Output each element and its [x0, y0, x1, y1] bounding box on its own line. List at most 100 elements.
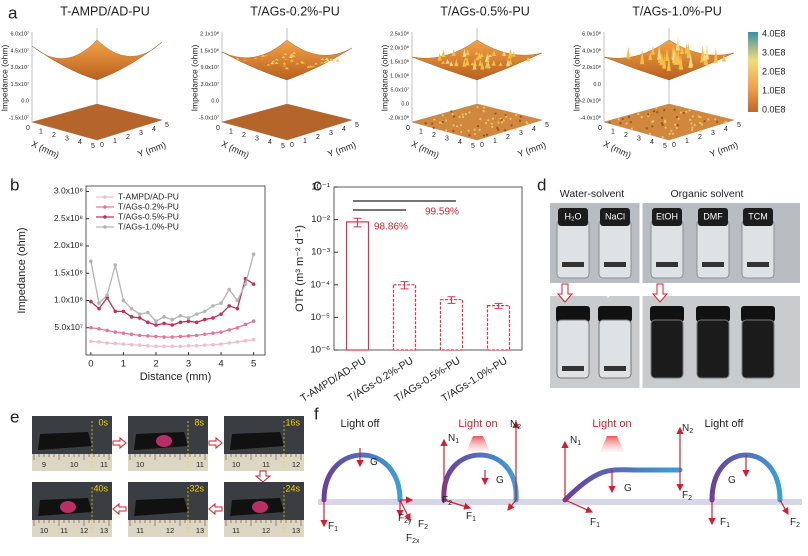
vial-cap — [598, 306, 632, 322]
force-label: F2 — [682, 490, 692, 502]
z-axis-label: Impedance (ohm) — [379, 45, 389, 112]
plot-frame — [333, 186, 523, 351]
force-label: N2 — [510, 419, 521, 431]
floor-speck — [690, 122, 693, 125]
y-tick-label: 1.0x10⁸ — [54, 295, 84, 305]
floor-speck — [494, 112, 497, 115]
floor-speck — [723, 121, 726, 124]
surface-spike — [679, 45, 684, 55]
annotation: 98.86% — [374, 222, 408, 233]
ground — [318, 499, 802, 505]
surface-spike — [329, 59, 334, 61]
series-marker — [202, 309, 207, 314]
series-marker — [113, 263, 118, 267]
z-tick-label: 2.0x10⁸ — [390, 44, 409, 51]
x-tick-label: 5 — [471, 143, 475, 150]
surface-spike — [274, 61, 279, 64]
series-marker — [251, 319, 256, 324]
floor-speck — [655, 106, 658, 109]
state-title: Light off — [705, 418, 745, 430]
vial-cap — [650, 306, 684, 322]
force-label: G — [370, 457, 378, 468]
x-tick-label: 2 — [242, 132, 246, 139]
y-tick-label: 5 — [355, 122, 359, 129]
surface-spike — [325, 59, 330, 62]
series-marker — [178, 344, 183, 349]
time-label: 10 min — [670, 288, 702, 299]
ruler-number: 13 — [100, 526, 108, 535]
time-label: 8s — [194, 417, 204, 427]
y-tick-label: 1 — [685, 138, 689, 145]
force-symbol: N — [510, 419, 517, 430]
floor-speck — [670, 129, 673, 132]
floor-speck — [438, 121, 442, 124]
floor-speck — [625, 122, 628, 125]
floor-speck — [487, 119, 490, 122]
surface-spike — [676, 48, 681, 64]
surface-spike — [508, 48, 513, 57]
series-marker — [129, 332, 134, 337]
surface-spike — [506, 59, 511, 67]
surface-spike — [666, 55, 671, 71]
state-title: Light on — [458, 418, 497, 430]
force-label: F1 — [328, 521, 338, 533]
floor-speck — [514, 128, 517, 131]
y-tick-label: 3 — [329, 130, 333, 137]
surface-spike — [264, 55, 269, 57]
series-marker — [89, 339, 93, 344]
floor-speck — [441, 120, 444, 124]
panel-label: a — [8, 3, 18, 22]
force-label: N1 — [570, 435, 581, 447]
floor-speck — [647, 115, 650, 118]
series-marker — [137, 312, 142, 316]
legend-label: T/AGs-0.5%-PU — [118, 211, 179, 221]
floor-speck — [459, 124, 462, 127]
ruler-number: 10 — [136, 460, 144, 469]
floor-speck — [677, 117, 680, 120]
y-axis-label: Y (mm) — [708, 140, 739, 159]
x-tick-label: 2 — [432, 132, 436, 139]
floor-speck — [676, 124, 679, 127]
legend-marker — [103, 195, 107, 199]
z-tick-label: -2.0x10⁸ — [388, 114, 409, 121]
surface-spike — [678, 62, 683, 69]
vial-label-box — [558, 208, 588, 226]
floor-speck — [691, 115, 694, 118]
y-tick-label: 4 — [532, 126, 536, 133]
series-marker — [121, 331, 126, 335]
surface-spike — [648, 52, 653, 61]
lamp — [600, 436, 624, 452]
ruler-number: 11 — [100, 460, 108, 469]
legend-marker — [103, 215, 107, 219]
x-tick-label: 4 — [458, 139, 462, 146]
force-label: F2 — [790, 517, 800, 529]
force-symbol: G — [728, 475, 736, 486]
series-marker — [178, 334, 183, 339]
group-title: Water-solvent — [560, 188, 624, 200]
floor-speck — [648, 132, 652, 135]
series-marker — [243, 322, 248, 327]
floor-speck — [482, 106, 485, 109]
y-tick-label: 1 — [113, 138, 117, 145]
floor-speck — [452, 115, 456, 118]
floor-map — [32, 104, 162, 140]
floor-speck — [675, 115, 679, 119]
surface-spike — [492, 49, 497, 56]
surface-spike — [508, 58, 513, 65]
plot-title: T/AGs-0.5%-PU — [440, 4, 530, 18]
z-tick-label: 5.0x10⁷ — [390, 86, 409, 93]
force-label: F1 — [590, 517, 600, 529]
surface-spike — [475, 56, 480, 61]
force-arrow — [507, 499, 517, 511]
x-tick-label: 0 — [406, 125, 410, 132]
ruler-number: 12 — [166, 526, 174, 535]
floor-speck — [661, 135, 664, 139]
series-marker — [89, 259, 93, 264]
x-axis-label: Distance (mm) — [140, 371, 212, 383]
surface-spike — [478, 59, 483, 66]
surface-spike — [699, 57, 704, 63]
z-tick-label: -1.5x10⁷ — [9, 114, 29, 121]
x-tick-label: 5 — [663, 143, 667, 150]
z-tick-label: -2.0x10⁸ — [580, 98, 601, 105]
